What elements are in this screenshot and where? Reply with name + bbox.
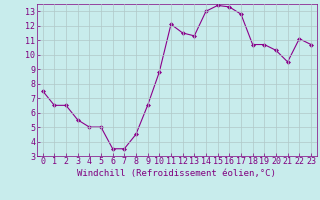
X-axis label: Windchill (Refroidissement éolien,°C): Windchill (Refroidissement éolien,°C) — [77, 169, 276, 178]
